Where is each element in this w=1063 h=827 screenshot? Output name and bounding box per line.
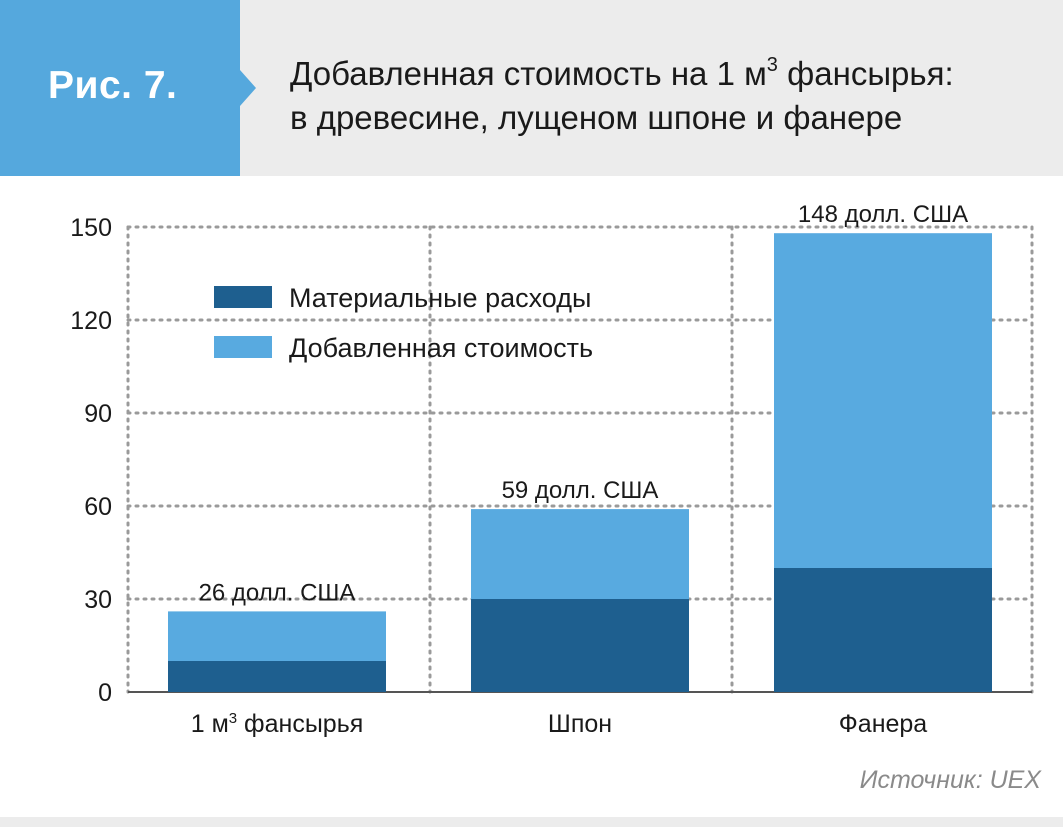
chart-area: 0 30 60 90 120 150 26 долл. США 59 долл. США 14… — [0, 176, 1063, 827]
y-tick-labels: 0 30 60 90 120 150 — [70, 214, 112, 707]
figure-label: Рис. 7. — [48, 64, 178, 107]
x-tick-label-2: Фанера — [839, 710, 928, 738]
bottom-strip — [0, 817, 1063, 827]
title-line-1-suffix: фансырья: — [777, 55, 954, 92]
figure-tab: Рис. 7. — [0, 0, 260, 176]
bar-added-2 — [774, 233, 992, 568]
x-tick-label-1: Шпон — [548, 710, 612, 738]
title-superscript: 3 — [766, 54, 778, 76]
legend-swatch-0 — [214, 286, 272, 308]
bar-material-2 — [774, 568, 992, 692]
bar-material-0 — [168, 661, 386, 692]
y-tick-30: 30 — [84, 586, 112, 614]
x-tick-labels: 1 м3 фансырья Шпон Фанера — [191, 710, 928, 738]
title-line-1: Добавленная стоимость на 1 м3 фансырья: — [290, 52, 1030, 96]
total-label-1: 59 долл. США — [502, 477, 659, 504]
y-tick-120: 120 — [70, 307, 112, 335]
total-label-2: 148 долл. США — [798, 201, 968, 228]
x-tick-label-0: 1 м3 фансырья — [191, 710, 364, 738]
bars — [168, 233, 992, 692]
chart-title: Добавленная стоимость на 1 м3 фансырья: … — [290, 52, 1030, 140]
stacked-bar-chart: 0 30 60 90 120 150 26 долл. США 59 долл. США 14… — [70, 201, 1034, 738]
title-line-2: в древесине, лущеном шпоне и фанере — [290, 99, 903, 136]
title-line-1-text: Добавленная стоимость на 1 м — [290, 55, 767, 92]
y-tick-150: 150 — [70, 214, 112, 242]
legend-swatch-1 — [214, 336, 272, 358]
y-tick-90: 90 — [84, 400, 112, 428]
bar-added-0 — [168, 611, 386, 661]
legend-label-1: Добавленная стоимость — [289, 333, 593, 363]
legend: Материальные расходы Добавленная стоимост… — [214, 283, 593, 363]
tab-shape — [0, 0, 256, 176]
y-tick-0: 0 — [98, 679, 112, 707]
legend-label-0: Материальные расходы — [289, 283, 591, 313]
y-tick-60: 60 — [84, 493, 112, 521]
source-note: Источник: UEX — [859, 766, 1041, 794]
header-band: Рис. 7. Добавленная стоимость на 1 м3 фа… — [0, 0, 1063, 176]
bar-added-1 — [471, 509, 689, 599]
bar-material-1 — [471, 599, 689, 692]
total-label-0: 26 долл. США — [199, 579, 356, 606]
total-labels: 26 долл. США 59 долл. США 148 долл. США — [199, 201, 969, 606]
